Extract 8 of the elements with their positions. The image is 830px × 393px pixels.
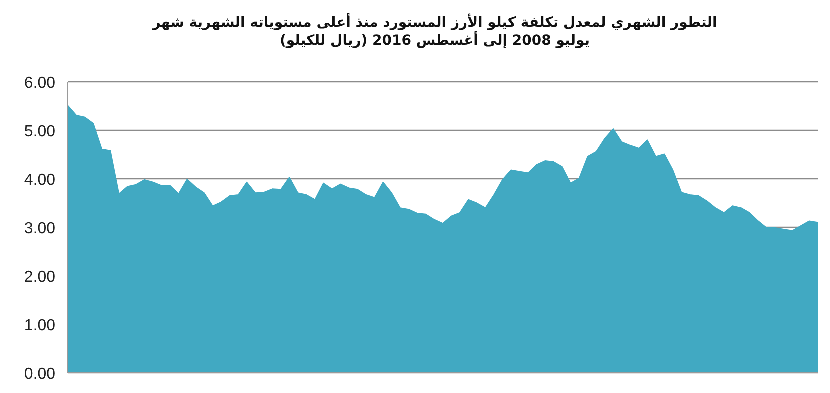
- y-tick-label: 5.00: [24, 124, 56, 140]
- chart-title: التطور الشهري لمعدل تكلفة كيلو الأرز المستورد منذ أعلى مستوياته الشهرية شهر يوليو 2008 إلى أغسطس 2016 (ريال للكيلو): [151, 14, 718, 50]
- y-tick-label: 4.00: [24, 172, 56, 189]
- y-tick-label: 0.00: [24, 366, 56, 383]
- y-tick-label: 3.00: [24, 220, 56, 238]
- y-tick-label: 2.00: [24, 269, 56, 286]
- y-tick-label: 1.00: [24, 318, 56, 334]
- y-tick-label: 6.00: [24, 75, 56, 92]
